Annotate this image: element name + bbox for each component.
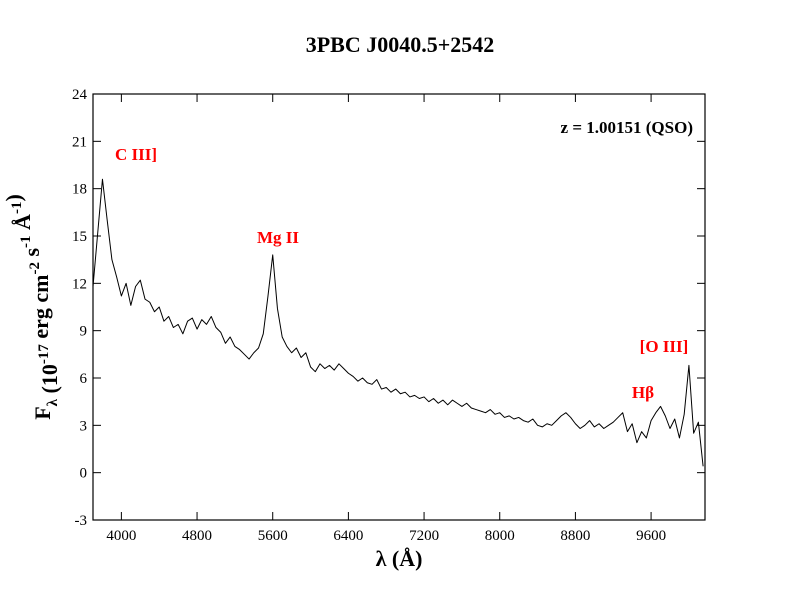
y-tick-label: 0 <box>80 466 88 482</box>
y-axis-label: Fλ (10-17 erg cm-2 s-1 Å-1) <box>1 194 62 420</box>
x-tick-label: 4800 <box>182 528 212 544</box>
annotation: Hβ <box>632 383 654 402</box>
label-sup: -17 <box>36 344 52 364</box>
y-tick-label: -3 <box>75 513 88 529</box>
x-tick-label: 4000 <box>106 528 136 544</box>
label-sup: -1 <box>18 235 34 248</box>
y-tick-label: 21 <box>72 134 87 150</box>
label-part: F <box>30 406 55 419</box>
annotation: Mg II <box>257 228 299 247</box>
chart-title: 3PBC J0040.5+2542 <box>306 32 495 57</box>
label-sup: -2 <box>27 262 43 275</box>
label-sup: -1 <box>9 202 25 215</box>
label-part: (10 <box>37 364 62 399</box>
x-tick-label: 7200 <box>409 528 439 544</box>
x-tick-label: 6400 <box>333 528 363 544</box>
label-sub: λ <box>45 398 61 406</box>
x-axis-label: λ (Å) <box>376 546 423 571</box>
annotation: C III] <box>115 145 157 164</box>
plot-frame <box>92 93 706 521</box>
annotation: z = 1.00151 (QSO) <box>561 118 693 137</box>
x-tick-label: 5600 <box>258 528 288 544</box>
x-tick-label: 9600 <box>636 528 666 544</box>
label-part: s <box>19 248 44 263</box>
label-part: λ (Å) <box>376 546 423 571</box>
y-tick-label: 3 <box>80 418 88 434</box>
label-part: erg cm <box>28 275 53 345</box>
y-tick-label: 24 <box>72 87 88 103</box>
x-tick-label: 8800 <box>560 528 590 544</box>
label-part: ) <box>1 194 26 201</box>
x-tick-label: 8000 <box>485 528 515 544</box>
spectrum-line <box>92 178 704 467</box>
y-tick-label: 15 <box>72 229 87 245</box>
label-part: Å <box>10 214 35 236</box>
y-tick-label: 6 <box>80 371 88 387</box>
annotation: [O III] <box>640 337 689 356</box>
y-tick-label: 12 <box>72 276 87 292</box>
y-tick-label: 9 <box>80 324 88 340</box>
y-tick-label: 18 <box>72 182 87 198</box>
